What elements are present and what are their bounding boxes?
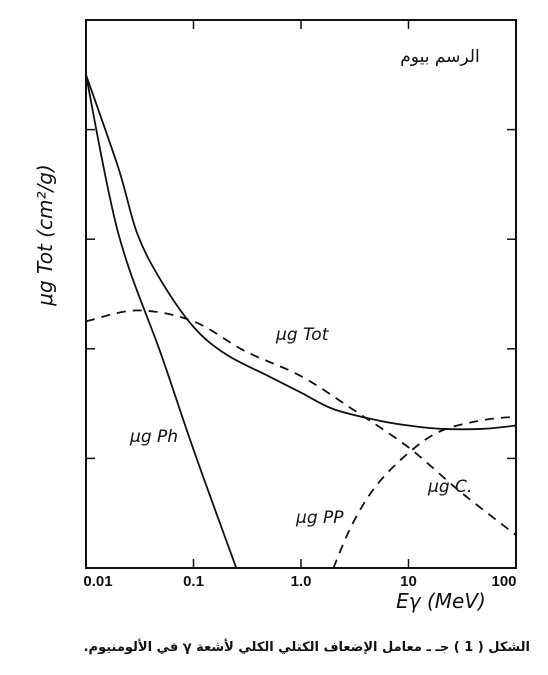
- series-g-tot-line: [85, 74, 517, 431]
- y-axis-label: μg Tot (cm²/g): [33, 164, 57, 307]
- x-tick-label: 0.1: [183, 573, 204, 590]
- series-label-g-ph: μg Ph: [129, 427, 178, 447]
- series-g-ph-line: [85, 74, 238, 569]
- top-right-annotation: الرسم بيوم: [400, 47, 479, 67]
- figure-caption: الشكل ( 1 ) جـ ـ معامل الإضعاف الكتلي ال…: [83, 640, 530, 655]
- series-label-g-c: μg C.: [427, 477, 472, 497]
- series-g-pp-line: [332, 415, 517, 569]
- x-tick-label: 1.0: [291, 573, 312, 590]
- series-label-g-pp: μg PP: [295, 508, 344, 528]
- series-label-g-tot: μg Tot: [275, 325, 330, 345]
- x-tick-label: 100: [491, 573, 516, 590]
- x-tick-label: 0.01: [83, 573, 112, 590]
- series-g-c-line: [85, 309, 517, 536]
- x-axis-label: Eγ (MeV): [396, 589, 486, 613]
- x-tick-label: 10: [400, 573, 417, 590]
